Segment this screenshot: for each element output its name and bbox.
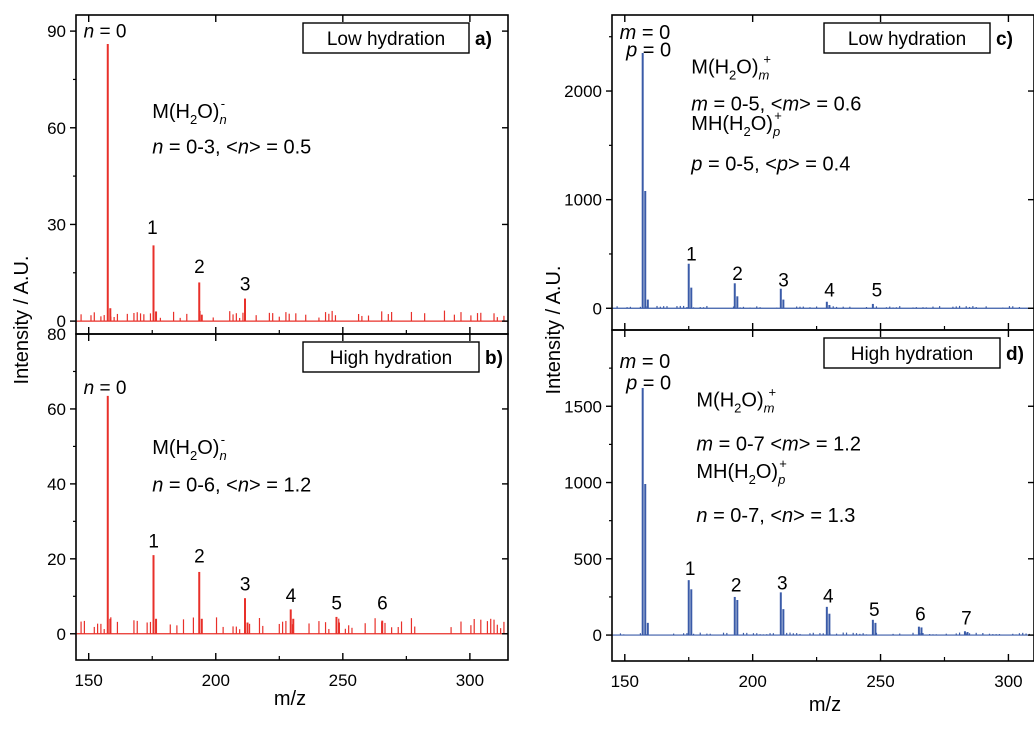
origin-label: p = 0 xyxy=(625,372,671,394)
xtick-label: 150 xyxy=(75,671,103,690)
condition-label: High hydration xyxy=(330,348,453,369)
peak-label: 4 xyxy=(286,586,297,607)
ion-formula: M(H2O)n- xyxy=(152,432,226,463)
origin-label: m = 0 xyxy=(620,22,671,44)
panel-d: 0 500 1000 1500 150 200 250 300 High hydration d)… xyxy=(564,329,1034,691)
peak-label: 2 xyxy=(194,257,205,278)
condition-label: Low hydration xyxy=(848,29,966,50)
peak-label: 6 xyxy=(377,593,388,614)
condition-box xyxy=(823,22,991,54)
peak-label: 3 xyxy=(778,271,789,292)
peak-label: n = 0 xyxy=(84,378,127,399)
panel-label: c) xyxy=(996,29,1013,50)
origin-label: p = 0 xyxy=(625,39,671,61)
origin-label: m = 0 xyxy=(620,351,671,373)
xtick-label: 300 xyxy=(456,671,484,690)
condition-box xyxy=(302,341,480,373)
right-ylabel: Intensity / A.U. xyxy=(543,266,565,395)
noise-a xyxy=(80,310,505,322)
peak-label: 2 xyxy=(731,576,742,597)
peak-label: 5 xyxy=(331,593,342,614)
peak-label: 1 xyxy=(686,244,697,265)
peak-label: 4 xyxy=(824,280,835,301)
panel-b: 0 20 40 60 80 150 200 250 300 High hydration b) n =… xyxy=(47,325,509,690)
left-ylabel: Intensity / A.U. xyxy=(11,256,33,385)
ytick-label: 90 xyxy=(47,22,66,41)
peak-label: n = 0 xyxy=(84,22,127,43)
ytick-label: 2000 xyxy=(564,82,602,101)
panel-c: 0 1000 2000 Low hydration c) 1 2 3 4 5 m = 0p = 0 M… xyxy=(564,14,1034,331)
panel-label: a) xyxy=(475,29,492,50)
peak-label: 6 xyxy=(915,605,926,626)
ytick-label: 40 xyxy=(47,475,66,494)
xtick-label: 250 xyxy=(329,671,357,690)
peak-label: 1 xyxy=(147,218,158,239)
peak-label: 3 xyxy=(240,275,251,296)
peak-label: 2 xyxy=(732,264,743,285)
ytick-label: 60 xyxy=(47,119,66,138)
ion-formula-2: MH(H2O)p+ xyxy=(696,456,787,487)
condition-label: Low hydration xyxy=(327,29,445,50)
condition-box xyxy=(823,337,1001,369)
ytick-label-top: 80 xyxy=(47,325,66,344)
peak-label: 2 xyxy=(194,547,205,568)
ion-formula: M(H2O)m+ xyxy=(696,384,776,415)
left-xlabel: m/z xyxy=(274,688,306,710)
ytick-label: 0 xyxy=(57,625,66,644)
ion-stats: m = 0-5, <m> = 0.6 xyxy=(691,94,861,116)
ion-formula-2: MH(H2O)p+ xyxy=(691,108,782,139)
condition-box xyxy=(302,22,470,54)
ion-stats: m = 0-7 <m> = 1.2 xyxy=(696,434,861,456)
xtick-label: 150 xyxy=(611,672,639,691)
ion-formula: M(H2O)n- xyxy=(152,96,226,127)
ion-formula: M(H2O)m+ xyxy=(691,52,771,83)
plot-frame-a xyxy=(75,14,509,335)
ion-stats: n = 0-6, <n> = 1.2 xyxy=(152,474,311,496)
ytick-label: 30 xyxy=(47,215,66,234)
panel-label: b) xyxy=(485,348,503,369)
xtick-label: 200 xyxy=(202,671,230,690)
ytick-label: 0 xyxy=(593,299,602,318)
ytick-label: 60 xyxy=(47,400,66,419)
ion-stats-2: n = 0-7, <n> = 1.3 xyxy=(696,505,855,527)
xtick-label: 300 xyxy=(994,672,1022,691)
peak-label: 1 xyxy=(685,559,696,580)
right-xlabel: m/z xyxy=(809,694,841,716)
peak-label: 5 xyxy=(869,600,880,621)
panel-a: 0 30 60 90 Low hydration a) n = 0 1 2 3 M(H2O)n-n … xyxy=(47,14,509,335)
ion-stats: n = 0-3, <n> = 0.5 xyxy=(152,137,311,159)
ytick-label: 0 xyxy=(593,626,602,645)
peak-label: 3 xyxy=(777,573,788,594)
plot-frame-b xyxy=(75,333,509,661)
xtick-label: 250 xyxy=(866,672,894,691)
peak-label: 7 xyxy=(961,608,972,629)
ytick-label: 0 xyxy=(57,312,66,331)
condition-label: High hydration xyxy=(851,344,974,365)
peak-label: 4 xyxy=(823,586,834,607)
peak-label: 3 xyxy=(240,575,251,596)
ytick-label: 20 xyxy=(47,550,66,569)
ion-stats-2: p = 0-5, <p> = 0.4 xyxy=(690,153,850,175)
xtick-label: 200 xyxy=(738,672,766,691)
panel-label: d) xyxy=(1006,344,1024,365)
ytick-label: 1500 xyxy=(564,397,602,416)
peak-label: 5 xyxy=(872,280,883,301)
plot-frame-d xyxy=(611,329,1034,662)
peak-label: 1 xyxy=(148,532,159,553)
ytick-label: 1000 xyxy=(564,191,602,210)
ytick-label: 500 xyxy=(574,550,602,569)
ytick-label: 1000 xyxy=(564,474,602,493)
